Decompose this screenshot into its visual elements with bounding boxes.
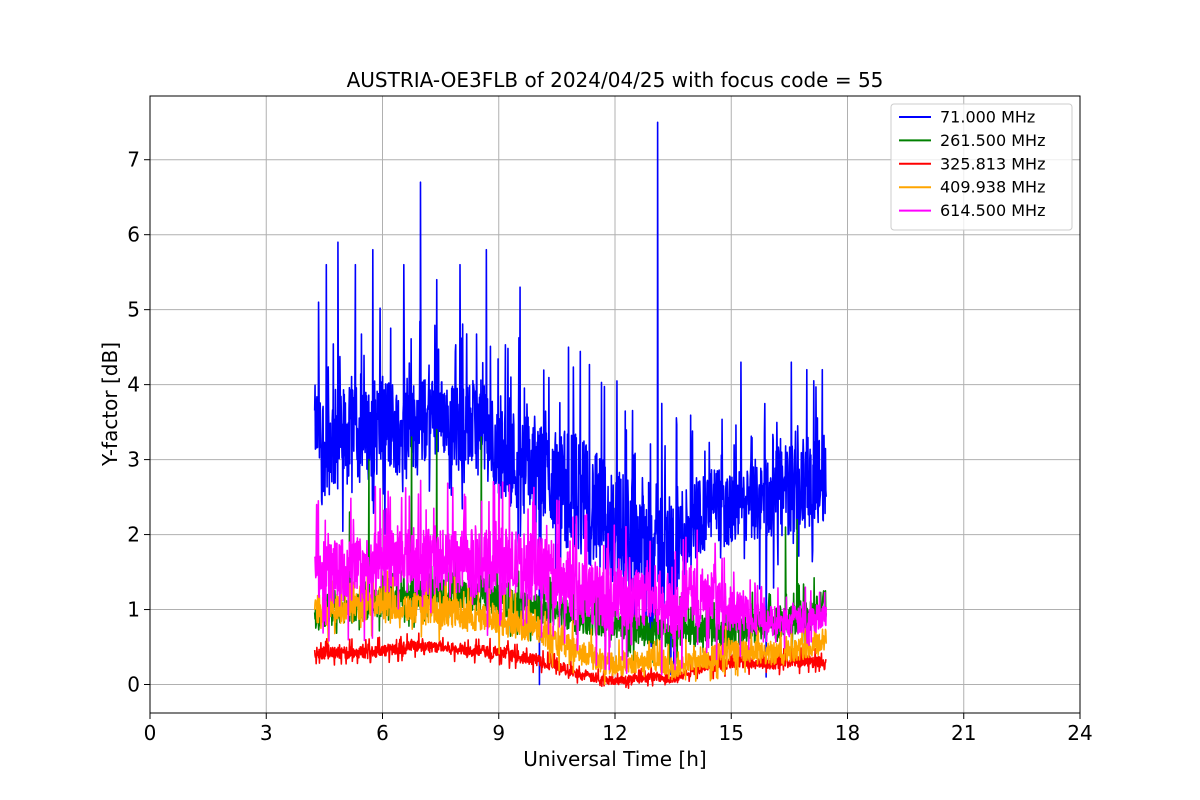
legend-label: 614.500 MHz [940,201,1045,220]
x-tick-label: 12 [602,721,627,745]
y-tick-label: 7 [127,148,140,172]
legend-item: 71.000 MHz [899,108,1035,127]
y-tick-label: 0 [127,673,140,697]
legend-box [890,103,1073,231]
legend: 71.000 MHz 261.500 MHz 325.813 MHz 409.9… [890,103,1073,231]
x-tick-label: 24 [1067,721,1092,745]
x-tick-label: 3 [260,721,273,745]
series-614-500-mhz [313,479,827,676]
x-tick-label: 15 [719,721,744,745]
legend-item: 409.938 MHz [899,178,1045,197]
x-tick-label: 18 [835,721,860,745]
legend-item: 325.813 MHz [899,154,1045,173]
series-71-000-mhz [313,121,827,686]
series-line [313,121,827,686]
legend-label: 71.000 MHz [940,108,1035,127]
y-tick-label: 5 [127,298,140,322]
legend-label: 325.813 MHz [940,154,1045,173]
chart-title: AUSTRIA-OE3FLB of 2024/04/25 with focus … [347,68,884,92]
series-line [313,632,827,690]
y-tick-label: 1 [127,598,140,622]
y-axis-label: Y-factor [dB] [98,342,122,467]
legend-label: 409.938 MHz [940,178,1045,197]
x-axis-label: Universal Time [h] [523,747,706,771]
legend-item: 614.500 MHz [899,201,1045,220]
y-tick-label: 2 [127,523,140,547]
x-tick-label: 9 [492,721,505,745]
x-tick-label: 21 [951,721,976,745]
y-tick-label: 4 [127,373,140,397]
x-tick-label: 0 [144,721,157,745]
x-tick-label: 6 [376,721,389,745]
series-325-813-mhz [313,632,827,690]
plot-series [313,121,827,690]
y-tick-label: 6 [127,223,140,247]
y-tick-label: 3 [127,448,140,472]
series-line [313,479,827,676]
legend-item: 261.500 MHz [899,131,1045,150]
legend-label: 261.500 MHz [940,131,1045,150]
